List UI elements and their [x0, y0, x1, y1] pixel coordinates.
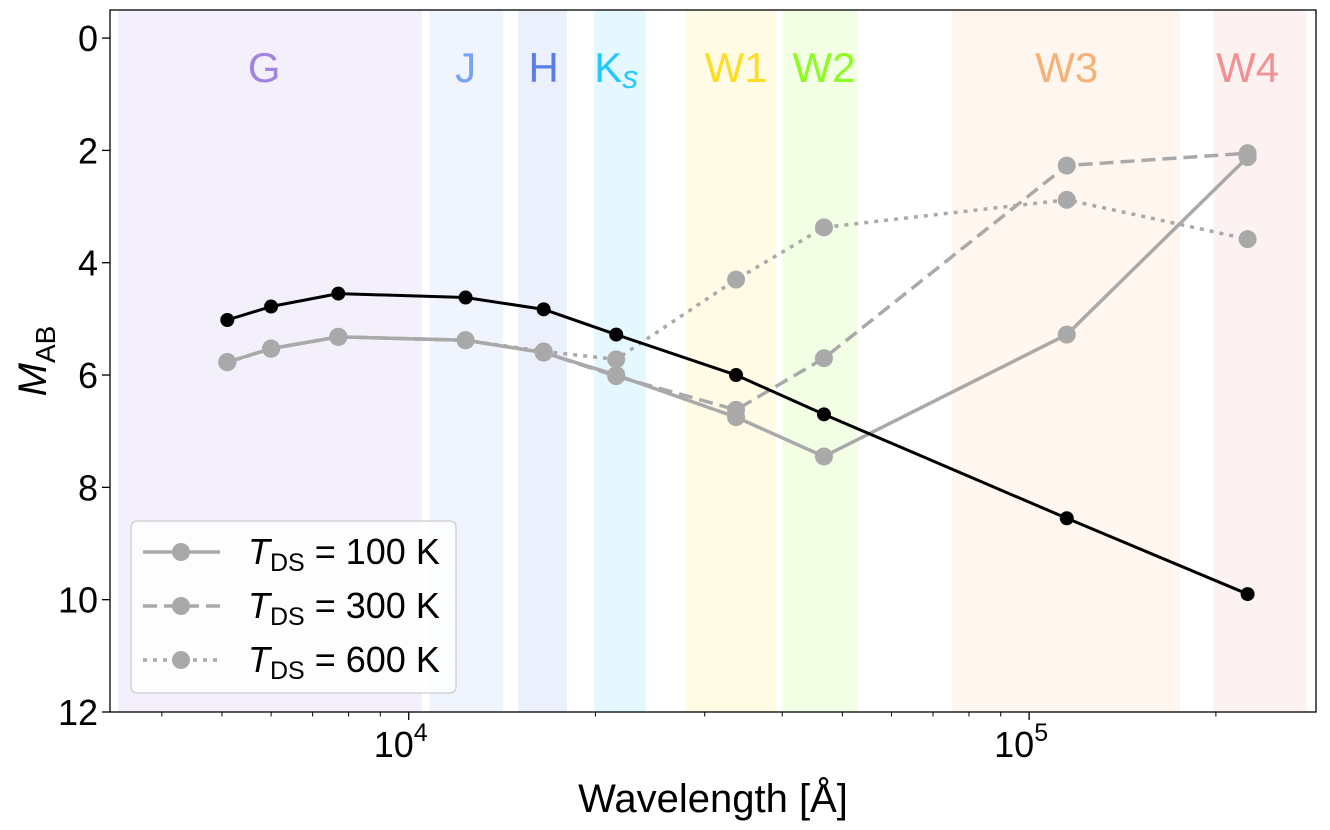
data-point-300k — [727, 400, 746, 419]
data-point-600k — [329, 327, 348, 346]
axes: 0 2 4 6 8 10 12 104 105 Wavelength [Å] MAB — [11, 18, 1217, 821]
data-point-300k — [607, 367, 626, 386]
x-tick-label: 105 — [994, 719, 1048, 765]
series-line-black — [226, 292, 1249, 596]
data-point-black — [609, 327, 624, 342]
y-tick-label: 2 — [78, 130, 98, 171]
y-tick-label: 0 — [78, 18, 98, 59]
data-point-black — [1059, 511, 1074, 526]
data-point-600k — [1238, 230, 1257, 249]
y-tick-label: 10 — [58, 580, 98, 621]
data-point-black — [220, 313, 235, 328]
data-point-600k — [534, 342, 553, 361]
band-label-w1: W1 — [705, 44, 768, 91]
band-label-g: G — [248, 44, 281, 91]
data-point-600k — [456, 331, 475, 350]
data-point-600k — [607, 350, 626, 369]
legend-label: TDS = 600 K — [248, 639, 440, 685]
y-tick-label: 8 — [78, 467, 98, 508]
legend: TDS = 100 K TDS = 300 K TDS = 600 K — [130, 520, 457, 694]
legend-marker — [172, 597, 190, 615]
legend-label: TDS = 300 K — [248, 585, 440, 631]
data-point-600k — [727, 270, 746, 289]
data-point-black — [729, 368, 744, 383]
y-tick-label: 6 — [78, 355, 98, 396]
x-tick-label: 104 — [374, 719, 428, 765]
data-point-600k — [218, 353, 237, 372]
data-point-300k — [814, 349, 833, 368]
data-point-600k — [262, 339, 281, 358]
y-tick-label: 4 — [78, 243, 98, 284]
data-point-300k — [1238, 144, 1257, 163]
legend-entry: TDS = 300 K — [143, 585, 440, 631]
band-label-ks: Ks — [594, 44, 638, 95]
data-point-100k — [1057, 325, 1076, 344]
data-series — [218, 144, 1257, 602]
legend-label: TDS = 100 K — [248, 531, 440, 577]
band-w1 — [686, 10, 776, 712]
data-point-black — [816, 407, 831, 422]
x-axis-label: Wavelength [Å] — [578, 776, 848, 821]
data-point-300k — [1057, 156, 1076, 175]
band-label-w4: W4 — [1216, 44, 1279, 91]
band-label-w3: W3 — [1035, 44, 1098, 91]
data-point-600k — [814, 218, 833, 237]
data-point-600k — [1057, 190, 1076, 209]
band-w4 — [1213, 10, 1307, 712]
series-line-300k — [226, 151, 1248, 412]
plot-frame — [109, 9, 1317, 713]
legend-entry: TDS = 600 K — [143, 639, 440, 685]
legend-box — [130, 520, 457, 694]
y-axis-label: MAB — [11, 326, 61, 397]
legend-marker — [172, 543, 190, 561]
band-label-j: J — [455, 44, 476, 91]
series-line-600k — [226, 198, 1248, 364]
data-point-100k — [814, 447, 833, 466]
series-black — [220, 286, 1255, 602]
band-w3 — [951, 10, 1180, 712]
series-600k — [218, 190, 1257, 372]
data-point-black — [331, 286, 346, 301]
band-shading — [118, 10, 1307, 712]
data-point-black — [1240, 587, 1255, 602]
band-labels: G J H Ks W1 W2 W3 W4 — [248, 44, 1279, 95]
legend-entry: TDS = 100 K — [143, 531, 440, 577]
y-tick-label: 12 — [58, 692, 98, 733]
band-label-h: H — [528, 44, 558, 91]
data-point-black — [458, 290, 473, 305]
data-point-black — [536, 302, 551, 317]
legend-marker — [172, 651, 190, 669]
band-label-w2: W2 — [792, 44, 855, 91]
data-point-black — [264, 299, 279, 314]
